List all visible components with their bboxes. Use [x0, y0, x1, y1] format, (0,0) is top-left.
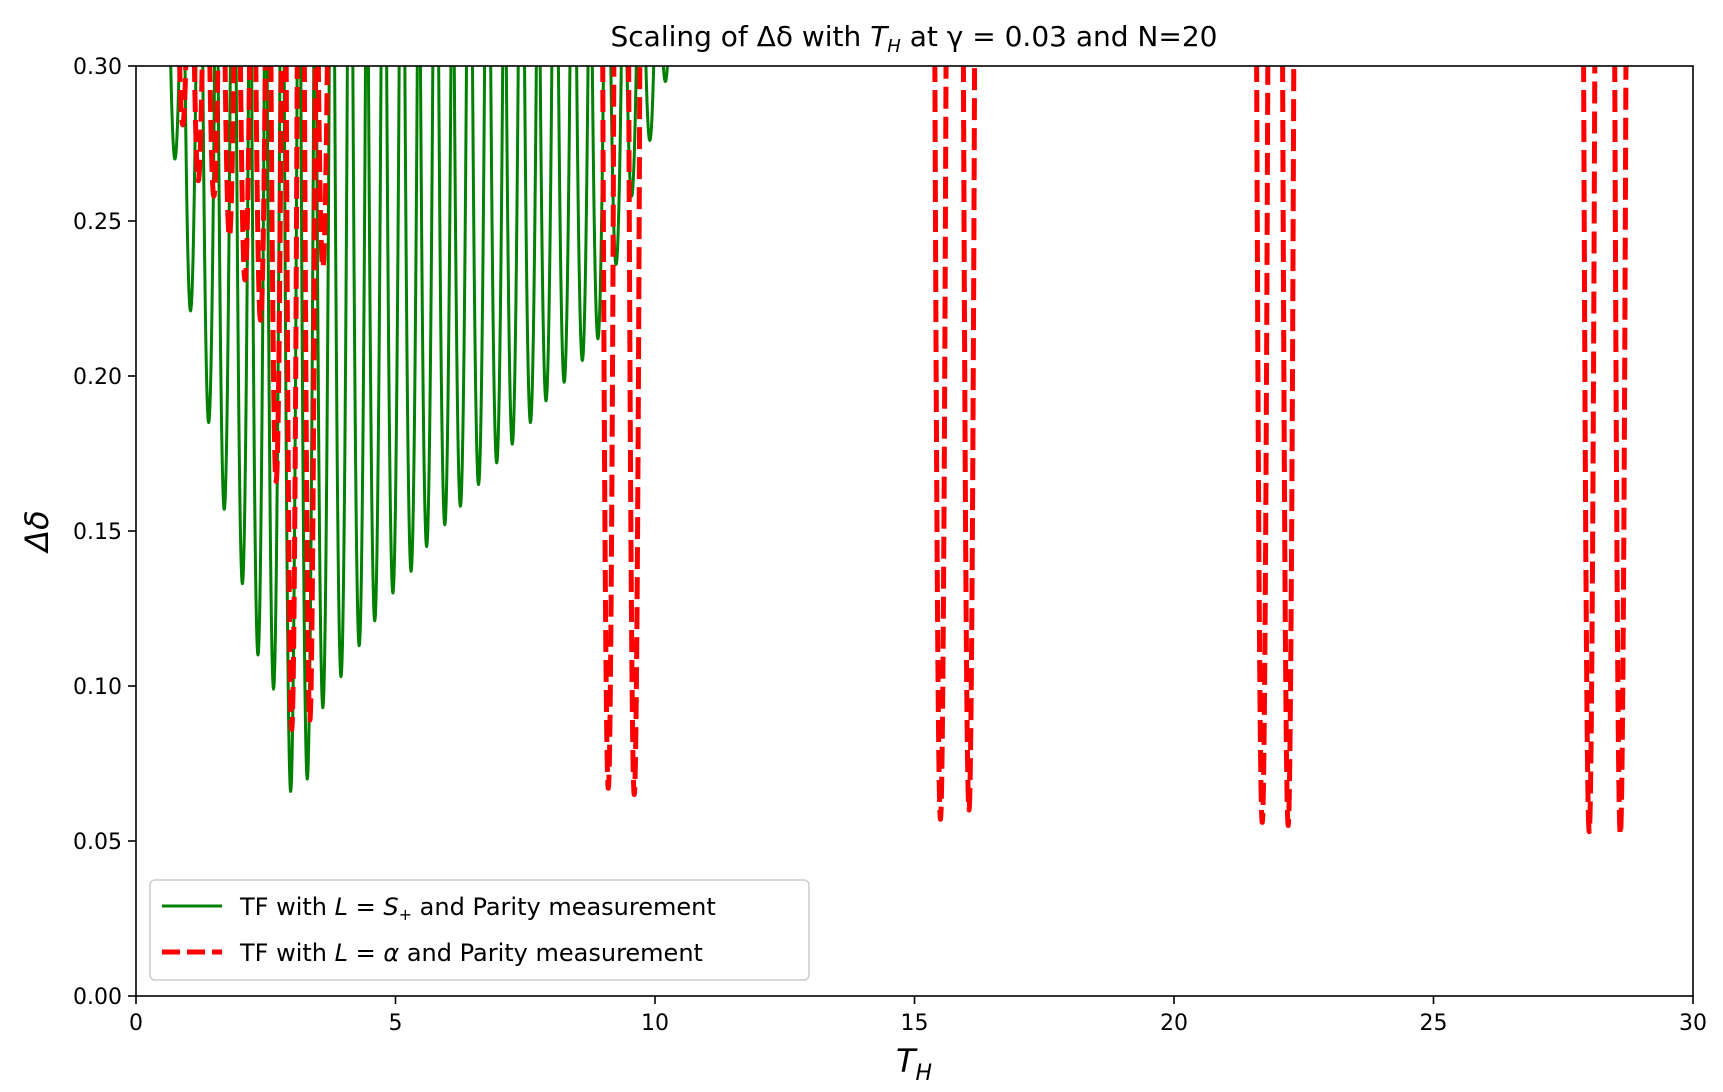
x-tick-label: 15 — [901, 1011, 929, 1036]
red-series-dip — [600, 66, 617, 791]
red-series-dip — [253, 66, 268, 323]
green-series-dip — [489, 66, 505, 465]
green-series-dip — [314, 66, 331, 710]
x-tick-label: 25 — [1420, 1011, 1448, 1036]
y-tick-label: 0.25 — [73, 210, 122, 235]
green-series-dip — [366, 66, 383, 623]
red-series-dip — [315, 66, 330, 270]
green-series-dip — [556, 66, 572, 384]
green-series-dip — [169, 66, 181, 161]
green-series-dip — [644, 66, 656, 142]
x-tick-label: 30 — [1679, 1011, 1707, 1036]
green-series-dip — [538, 66, 554, 403]
red-series-dip — [932, 66, 949, 822]
red-series-dip — [1280, 66, 1297, 828]
y-tick-label: 0.30 — [73, 55, 122, 80]
red-series-dip — [177, 66, 189, 128]
x-tick-label: 20 — [1160, 1011, 1188, 1036]
x-tick-label: 0 — [129, 1011, 143, 1036]
y-tick-label: 0.05 — [73, 830, 122, 855]
x-axis: 0 5 10 15 20 25 30 — [129, 996, 1707, 1036]
red-series-dip — [237, 66, 253, 283]
red-series-dip — [283, 66, 300, 732]
legend-entry-1: TF with L = α and Parity measurement — [239, 939, 703, 967]
green-series-dip — [385, 66, 401, 595]
y-tick-label: 0.20 — [73, 365, 122, 390]
legend-entry-0: TF with L = S+ and Parity measurement — [239, 893, 716, 924]
red-series-dip — [960, 66, 978, 813]
green-series-dip — [437, 66, 453, 527]
red-series-dip — [268, 66, 284, 484]
green-series-dip — [504, 66, 520, 446]
red-series-dip — [626, 66, 643, 797]
green-series-dip — [452, 66, 468, 508]
x-tick-label: 10 — [641, 1011, 669, 1036]
y-tick-label: 0.00 — [73, 985, 122, 1010]
red-series-dip — [207, 66, 221, 199]
green-series-dip — [201, 66, 217, 424]
green-series-dip — [333, 66, 349, 679]
green-series-dip — [282, 66, 299, 793]
green-series-dip — [403, 66, 419, 573]
chart-title: Scaling of Δδ with TH at γ = 0.03 and N=… — [611, 20, 1218, 57]
y-axis-label: Δδ — [18, 510, 56, 554]
legend: TF with L = S+ and Parity measurement TF… — [149, 879, 810, 981]
green-series-dip — [351, 66, 367, 648]
y-tick-label: 0.10 — [73, 675, 122, 700]
red-series-dip — [1254, 66, 1271, 825]
y-tick-label: 0.15 — [73, 520, 122, 545]
green-series-dip — [609, 66, 623, 266]
x-axis-label: TH — [896, 1042, 932, 1086]
y-axis: 0.00 0.05 0.10 0.15 0.20 0.25 0.30 — [73, 55, 136, 1010]
red-series-dip — [222, 66, 237, 239]
series-layer — [169, 66, 1629, 838]
red-series-dip — [1612, 66, 1629, 838]
red-series-dip — [191, 66, 205, 184]
green-series-dip — [661, 66, 669, 83]
green-series-dip — [234, 66, 251, 586]
green-series-dip — [575, 66, 590, 362]
green-series-dip — [470, 66, 487, 486]
red-series-dip — [301, 66, 318, 723]
green-series-dip — [523, 66, 538, 424]
green-series-dip — [418, 66, 435, 548]
x-tick-label: 5 — [389, 1011, 403, 1036]
red-series-dip — [1581, 66, 1598, 835]
legend-box — [149, 879, 810, 981]
